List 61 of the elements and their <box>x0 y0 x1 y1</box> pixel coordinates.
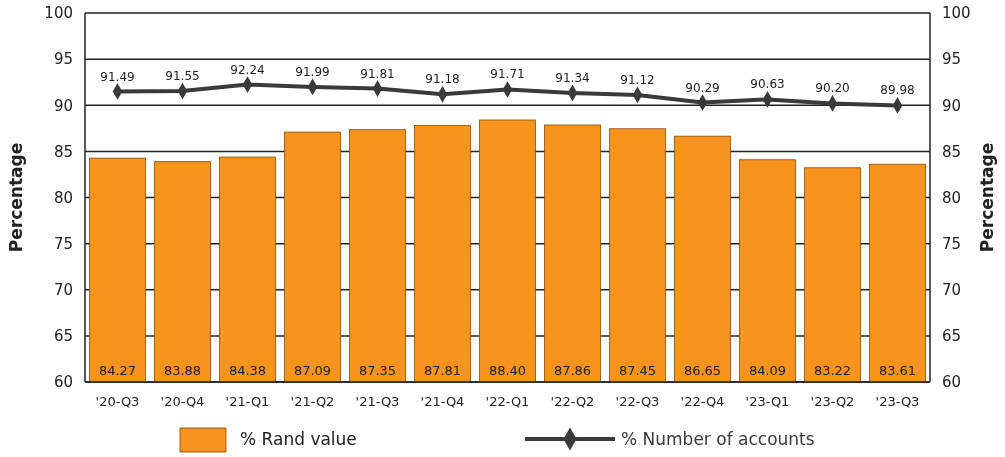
y-tick-label: 80 <box>53 188 73 207</box>
data-label: 90.63 <box>750 77 785 92</box>
x-tick-label: '22-Q2 <box>550 394 595 409</box>
y-tick-label: 75 <box>53 234 73 253</box>
y2-tick-label: 65 <box>942 327 962 346</box>
data-label: 91.12 <box>620 72 655 87</box>
x-tick-label: '21-Q2 <box>290 394 335 409</box>
y-tick-label: 60 <box>53 373 73 392</box>
legend-label: % Rand value <box>240 428 357 449</box>
y-tick-label: 65 <box>53 327 73 346</box>
data-label: 84.38 <box>228 363 267 378</box>
x-tick-label: '22-Q1 <box>485 394 530 409</box>
x-tick-label: '20-Q3 <box>95 394 140 409</box>
y2-tick-label: 70 <box>942 281 962 299</box>
x-tick-label: '20-Q4 <box>160 394 205 409</box>
data-label: 87.81 <box>423 363 462 378</box>
x-tick-label: '22-Q4 <box>680 394 725 409</box>
data-label: 91.81 <box>360 66 395 81</box>
y-tick-label: 95 <box>53 50 73 69</box>
data-label: 91.55 <box>165 68 200 83</box>
y2-tick-label: 80 <box>942 188 962 207</box>
y2-axis-title: Percentage <box>977 142 997 253</box>
x-tick-label: '23-Q3 <box>875 394 920 409</box>
data-label: 87.35 <box>358 363 397 378</box>
data-label: 92.24 <box>230 62 265 77</box>
y2-tick-label: 95 <box>942 50 962 69</box>
data-label: 87.09 <box>293 363 332 378</box>
text: % Number of accounts <box>621 428 815 449</box>
data-label: 91.18 <box>425 72 460 87</box>
y2-tick-label: 60 <box>942 373 962 392</box>
data-label: 87.86 <box>553 363 592 378</box>
data-label: 87.45 <box>618 363 657 378</box>
data-label: 88.40 <box>488 363 527 378</box>
data-label: 86.65 <box>683 363 722 378</box>
y-tick-label: 90 <box>53 96 73 115</box>
y-tick-label: 70 <box>53 281 73 299</box>
y2-tick-label: 85 <box>942 142 962 161</box>
data-label: 84.09 <box>748 363 787 378</box>
y2-tick-label: 100 <box>942 4 971 23</box>
y2-tick-label: 90 <box>942 96 962 115</box>
data-label: 84.27 <box>98 363 137 378</box>
y-axis-title: Percentage <box>6 142 26 253</box>
x-tick-label: '21-Q1 <box>225 394 270 409</box>
data-label: 83.88 <box>163 363 202 378</box>
x-tick-label: '21-Q4 <box>420 394 465 409</box>
y-tick-label: 100 <box>44 4 73 23</box>
data-label: 91.49 <box>100 69 135 84</box>
x-tick-label: '22-Q3 <box>615 394 660 409</box>
data-label: 89.98 <box>880 83 915 98</box>
y2-tick-label: 75 <box>942 234 962 253</box>
x-tick-label: '23-Q1 <box>745 394 790 409</box>
data-label: 90.29 <box>685 80 720 95</box>
data-label: 91.71 <box>490 67 525 82</box>
data-label: 91.99 <box>295 64 330 79</box>
data-label: 91.34 <box>555 70 590 85</box>
x-tick-label: '21-Q3 <box>355 394 400 409</box>
data-label: 83.22 <box>813 363 852 378</box>
y-tick-label: 85 <box>53 142 73 161</box>
x-tick-label: '23-Q2 <box>810 394 855 409</box>
data-label: 83.61 <box>878 363 917 378</box>
data-label: 90.20 <box>815 81 850 96</box>
